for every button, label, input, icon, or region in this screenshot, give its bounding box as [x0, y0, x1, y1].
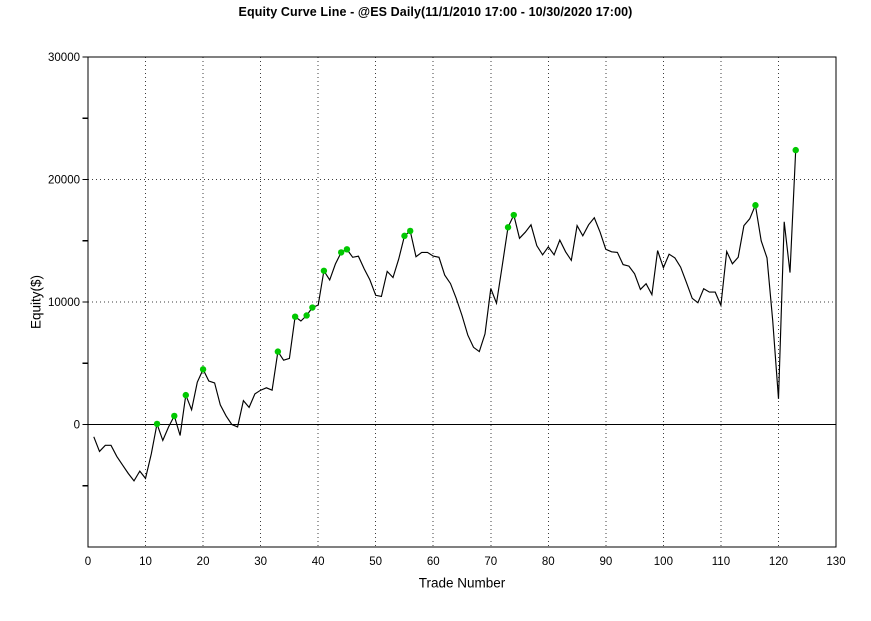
- equity-high-marker: [504, 224, 512, 231]
- equity-high-marker: [303, 312, 310, 319]
- y-axis-title: Equity($): [28, 274, 44, 330]
- x-tick-label: 40: [312, 556, 325, 568]
- equity-curve-line: [93, 150, 797, 482]
- y-tick-label: 0: [74, 420, 80, 432]
- equity-high-marker: [752, 202, 759, 209]
- equity-high-marker: [510, 211, 517, 219]
- x-tick-label: 50: [369, 556, 382, 568]
- y-tick-label: 20000: [48, 175, 80, 187]
- y-tick-label: 10000: [48, 297, 80, 309]
- x-tick-label: 10: [139, 556, 152, 568]
- x-tick-label: 60: [427, 556, 440, 568]
- y-tick-label: 30000: [48, 52, 80, 64]
- x-tick-label: 0: [85, 556, 91, 568]
- equity-high-marker: [291, 313, 299, 320]
- plot-frame: [87, 56, 837, 548]
- equity-high-marker: [182, 391, 190, 399]
- equity-high-marker: [401, 232, 408, 240]
- equity-high-marker: [407, 227, 414, 235]
- x-tick-label: 100: [654, 556, 673, 568]
- equity-high-marker: [153, 420, 161, 428]
- equity-high-marker: [274, 348, 282, 355]
- x-tick-label: 130: [826, 556, 845, 568]
- equity-high-marker: [199, 366, 207, 373]
- x-axis-title: Trade Number: [418, 575, 506, 591]
- x-tick-label: 80: [542, 556, 555, 568]
- equity-high-marker: [792, 146, 799, 154]
- x-tick-label: 20: [197, 556, 210, 568]
- equity-high-marker: [343, 246, 351, 253]
- equity-high-marker: [309, 304, 316, 311]
- x-tick-label: 30: [254, 556, 267, 568]
- chart-title: Equity Curve Line - @ES Daily(11/1/2010 …: [238, 5, 633, 19]
- x-tick-label: 70: [484, 556, 497, 568]
- x-tick-label: 120: [769, 556, 788, 568]
- equity-high-marker: [320, 267, 328, 274]
- equity-high-marker: [337, 249, 345, 256]
- equity-high-marker: [171, 412, 178, 420]
- x-tick-label: 90: [599, 556, 612, 568]
- x-tick-label: 110: [712, 556, 730, 568]
